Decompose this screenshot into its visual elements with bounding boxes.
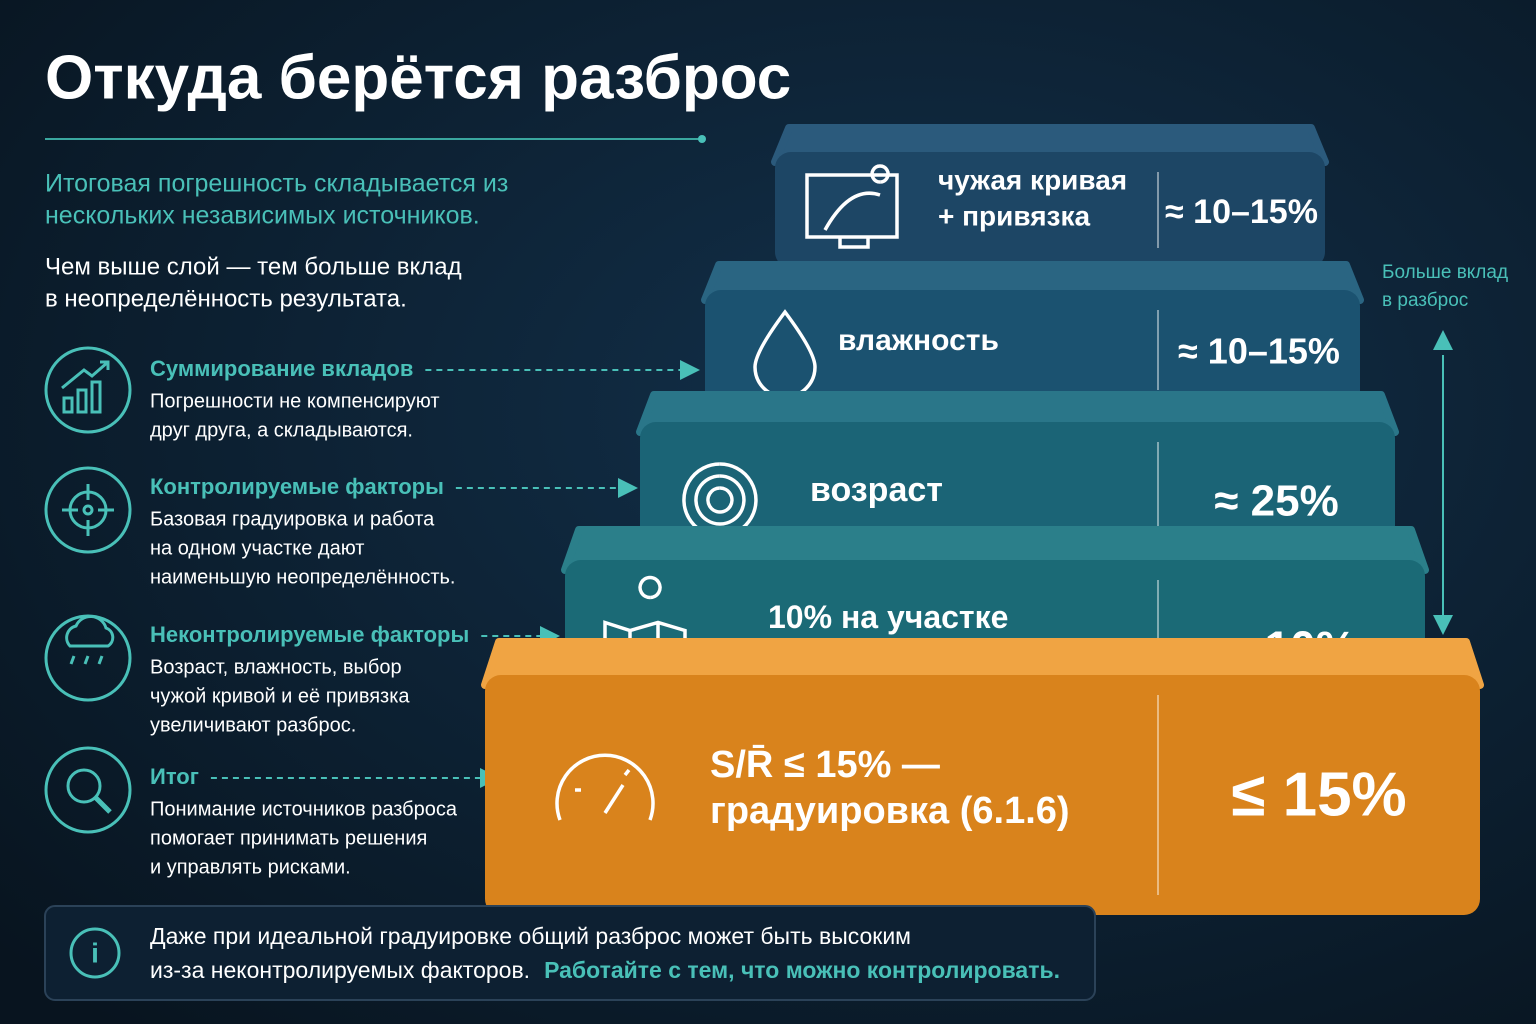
layer-label: + привязка	[938, 200, 1090, 231]
point-icon-circle	[44, 346, 132, 434]
layer-front	[775, 152, 1325, 268]
point-icon-circle	[44, 466, 132, 554]
point-text: наименьшую неопределённость.	[150, 566, 455, 588]
point-icons	[61, 360, 115, 814]
point-text: и управлять рисками.	[150, 856, 351, 878]
footer-line: Даже при идеальной градуировке общий раз…	[150, 923, 911, 949]
footer-box	[44, 905, 1096, 1001]
left-column: Итоговая погрешность складывается из неск…	[44, 170, 700, 878]
point-title: Контролируемые факторы	[150, 474, 444, 499]
point-text: на одном участке дают	[150, 537, 364, 559]
title-rule-dot	[698, 135, 706, 143]
layer-top	[481, 638, 1484, 689]
point-title: Неконтролируемые факторы	[150, 622, 469, 647]
info-icon	[69, 927, 121, 979]
layer-label: градуировка (6.1.6)	[710, 790, 1070, 832]
axis-note: Больше вклад	[1382, 262, 1508, 283]
layer-front	[705, 290, 1360, 410]
point-icon-circle	[44, 746, 132, 834]
point-text: друг друга, а складываются.	[150, 419, 413, 441]
layer-icon	[805, 164, 899, 249]
layer-label: S/R̄ ≤ 15% —	[710, 744, 940, 786]
footer-text: из-за неконтролируемых факторов.	[150, 957, 530, 983]
layer-label: чужая кривая	[938, 164, 1127, 195]
point-text: Понимание источников разброса	[150, 798, 458, 820]
point-text: Погрешности не компенсируют	[150, 390, 440, 412]
layer-label: 10% на участке	[768, 599, 1008, 635]
point-title: Итог	[150, 764, 199, 789]
layer-share: ≈ 25%	[1214, 477, 1338, 526]
layer-label: влажность	[838, 324, 999, 357]
footer-line: из-за неконтролируемых факторов. Работайт…	[150, 957, 1060, 983]
lead: Чем выше слой — тем больше вклад	[45, 253, 462, 280]
point-text: помогает принимать решения	[150, 827, 427, 849]
layer-front	[485, 675, 1480, 915]
layer-share: ≈ 10–15%	[1165, 193, 1318, 231]
point-text: Базовая градуировка и работа	[150, 508, 435, 530]
info-glyph: i	[91, 937, 99, 968]
point-title: Суммирование вкладов	[150, 356, 413, 381]
title: Откуда берётся разброс	[45, 43, 791, 112]
layer-icon	[555, 753, 655, 821]
point-text: чужой кривой и её привязка	[150, 685, 410, 707]
point-text: увеличивают разброс.	[150, 714, 356, 736]
lead: в неопределённость результата.	[45, 285, 407, 312]
layer-label: возраст	[810, 471, 943, 509]
intro: нескольких независимых источников.	[45, 202, 480, 230]
layer-share: ≈ 10–15%	[1178, 331, 1340, 372]
point-text: Возраст, влажность, выбор	[150, 656, 402, 678]
axis-note: в разброс	[1382, 290, 1468, 311]
footer-highlight: Работайте с тем, что можно контролироват…	[544, 957, 1060, 983]
layer-share: ≤ 15%	[1231, 760, 1406, 829]
intro: Итоговая погрешность складывается из	[45, 170, 508, 198]
pyramid: чужая кривая + привязка ≈ 10–15% влажность ≈…	[481, 124, 1484, 915]
